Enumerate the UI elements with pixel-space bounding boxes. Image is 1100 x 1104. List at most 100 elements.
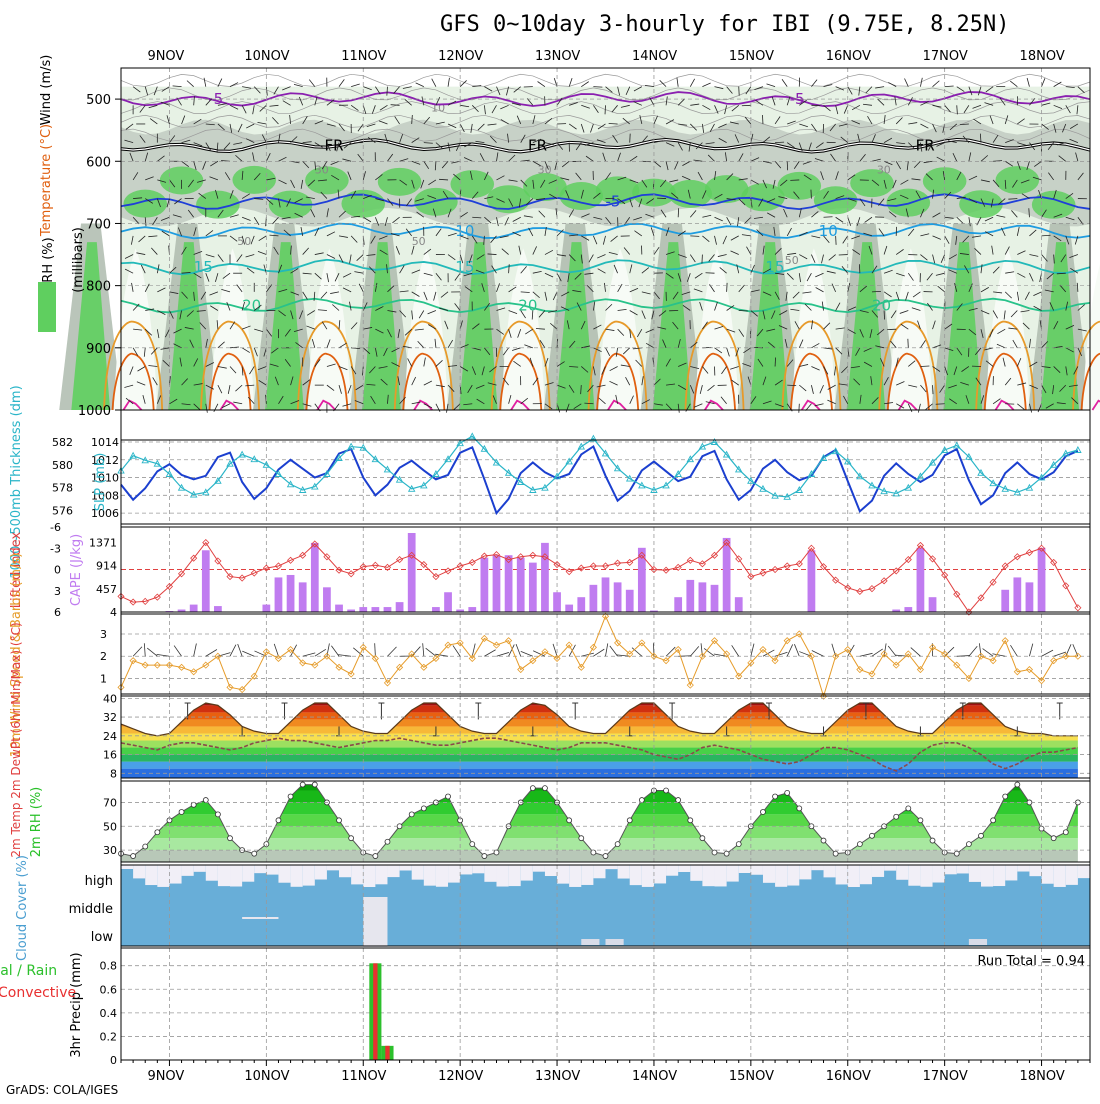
surface-wind-barb (732, 645, 739, 656)
cloud-high-gap (363, 865, 375, 887)
top-day-label: 14NOV (632, 49, 677, 64)
cape-bar (396, 602, 404, 612)
rh-marker (530, 786, 535, 791)
cape-bar (468, 607, 476, 612)
cloud-high-gap (848, 865, 860, 887)
surface-wind-barb (983, 649, 994, 657)
cloud-high-gap (194, 865, 206, 872)
rh-marker (470, 842, 475, 847)
cape-bar (1013, 577, 1021, 612)
rh-marker (191, 802, 196, 807)
cloud-high-gap (666, 865, 678, 876)
rh-marker (1003, 794, 1008, 799)
surface-wind-barb (423, 643, 424, 656)
rh-marker (494, 850, 499, 855)
surface-wind-barb (888, 646, 896, 656)
temp-tick-label: 40 (103, 692, 117, 705)
cloud-high-gap (387, 865, 399, 877)
rh-marker (203, 798, 208, 803)
cloud-high-gap (787, 865, 799, 886)
top-day-label: 11NOV (341, 49, 386, 64)
surface-wind-barb (230, 645, 236, 657)
cape-bar (614, 582, 622, 612)
cape-bar (493, 555, 501, 612)
cape-bar (686, 580, 694, 612)
cape-bar (275, 577, 283, 612)
surface-wind-barb (957, 656, 970, 657)
upper-ytick-label: 800 (86, 280, 111, 295)
surface-wind-barb (453, 645, 460, 656)
rh-marker (385, 839, 390, 844)
cape-bar (808, 550, 816, 612)
upper-ytick-label: 900 (86, 342, 111, 357)
rh-marker (179, 809, 184, 814)
thickness-tick-label: 580 (52, 459, 73, 472)
rh-contour-label: 30 (877, 164, 891, 177)
cape-bar (384, 607, 392, 612)
rh-marker (918, 818, 923, 823)
wind-tick-label: 2 (100, 650, 107, 663)
cloud-high-gap (484, 865, 496, 882)
rh-contour-label: 30 (315, 164, 329, 177)
cape-bar (480, 558, 488, 612)
cloud-high-gap (618, 865, 630, 879)
cloud-high-gap (291, 865, 303, 887)
millibars-label: (millibars) (71, 227, 86, 293)
cape-bar (311, 543, 319, 612)
surface-wind-barb (690, 646, 699, 656)
surface-wind-barb (144, 643, 145, 656)
precip-tick-label: 0.2 (100, 1030, 118, 1043)
cloud-mid-gap (242, 917, 278, 919)
cloud-high-gap (569, 865, 581, 887)
rh-marker (688, 818, 693, 823)
rh-tick-label: 50 (103, 820, 117, 833)
run-total-label: Run Total = 0.94 (977, 954, 1085, 969)
surface-wind-barb (274, 644, 278, 656)
cloud-high-gap (1078, 865, 1090, 878)
rh-marker (676, 798, 681, 803)
cape-bar (287, 575, 295, 612)
rh-marker (228, 836, 233, 841)
surface-wind-barb (751, 644, 754, 657)
rh-green-pocket (777, 172, 821, 200)
cloud-high-gap (206, 865, 218, 881)
cape-bar (1001, 590, 1009, 612)
temp2m-label: 2m Temp 2m DewPt (6hr Min/Max) (°C) (9, 622, 23, 857)
rh-marker (143, 844, 148, 849)
top-day-label: 17NOV (923, 49, 968, 64)
temp-contour-label: 15 (194, 258, 213, 276)
cloud-high-gap (533, 865, 545, 872)
surface-wind-barb (174, 646, 181, 657)
rh-marker (978, 833, 983, 838)
cloud-high-gap (860, 865, 872, 884)
cloud-high-gap (412, 865, 424, 880)
rh-marker (639, 798, 644, 803)
cloud-high-gap (327, 865, 339, 870)
cape-bar (577, 597, 585, 612)
rh-marker (724, 851, 729, 856)
cloud-high-gap (799, 865, 811, 879)
surface-wind-barb (581, 653, 594, 656)
cape-tick-label: 914 (96, 560, 117, 573)
rh-marker (664, 788, 669, 793)
rh-marker (446, 794, 451, 799)
cloud-high-gap (1029, 865, 1041, 876)
temp-contour-label: FR (916, 137, 935, 155)
surface-wind-barb (969, 646, 977, 656)
cape-bar (517, 558, 525, 612)
rh-contour-label: 50 (237, 235, 251, 248)
temp-contour-label: 20 (872, 297, 891, 315)
cloud-high-gap (824, 865, 836, 877)
cloud-high-gap (436, 865, 448, 887)
cloud-high-gap (557, 865, 569, 884)
precip-label: 3hr Precip (mm) (69, 952, 84, 1057)
cape-bar (553, 592, 561, 612)
slp-tick-label: 1014 (91, 436, 119, 449)
top-day-label: 16NOV (826, 49, 871, 64)
cloud-high-gap (509, 865, 521, 886)
surface-wind-barb (238, 644, 242, 656)
surface-wind-barb (387, 647, 396, 656)
rh-marker (579, 836, 584, 841)
rh2m-label: 2m RH (%) (29, 787, 44, 858)
